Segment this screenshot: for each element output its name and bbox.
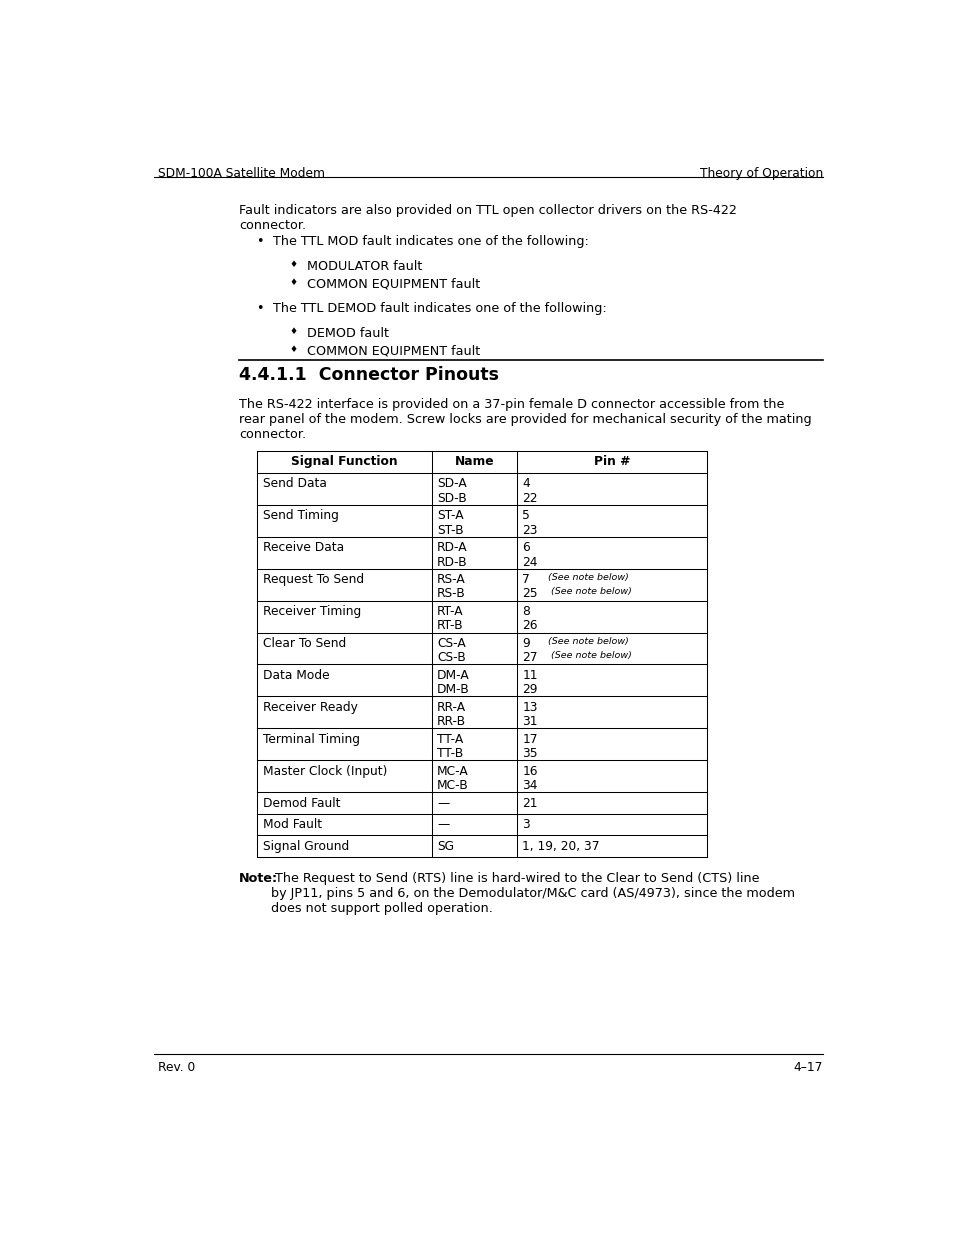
Text: ST-B: ST-B: [436, 524, 463, 536]
Text: TT-A: TT-A: [436, 732, 463, 746]
Text: RD-A: RD-A: [436, 541, 467, 555]
Text: Mod Fault: Mod Fault: [262, 818, 321, 831]
Text: —: —: [436, 797, 449, 809]
Text: SD-B: SD-B: [436, 492, 466, 505]
Text: 8: 8: [521, 605, 530, 618]
Text: 1, 19, 20, 37: 1, 19, 20, 37: [521, 840, 599, 852]
Text: 26: 26: [521, 620, 537, 632]
Text: RR-B: RR-B: [436, 715, 466, 729]
Text: Request To Send: Request To Send: [262, 573, 363, 585]
Text: ♦: ♦: [290, 345, 297, 354]
Text: 4.4.1.1  Connector Pinouts: 4.4.1.1 Connector Pinouts: [239, 366, 498, 384]
Text: •: •: [256, 303, 264, 315]
Text: 24: 24: [521, 556, 537, 568]
Text: (See note below): (See note below): [536, 573, 628, 582]
Text: The TTL DEMOD fault indicates one of the following:: The TTL DEMOD fault indicates one of the…: [274, 303, 607, 315]
Text: 31: 31: [521, 715, 537, 729]
Text: The Request to Send (RTS) line is hard-wired to the Clear to Send (CTS) line
by : The Request to Send (RTS) line is hard-w…: [271, 872, 794, 915]
Text: 9: 9: [521, 637, 530, 650]
Text: MC-A: MC-A: [436, 764, 468, 778]
Text: Note:: Note:: [239, 872, 278, 885]
Text: Rev. 0: Rev. 0: [158, 1061, 195, 1073]
Text: Clear To Send: Clear To Send: [262, 637, 346, 650]
Text: DM-B: DM-B: [436, 683, 469, 697]
Text: SG: SG: [436, 840, 454, 852]
Text: Send Timing: Send Timing: [262, 509, 338, 522]
Text: Demod Fault: Demod Fault: [262, 797, 340, 809]
Text: 23: 23: [521, 524, 537, 536]
Text: 13: 13: [521, 700, 537, 714]
Text: MODULATOR fault: MODULATOR fault: [307, 259, 422, 273]
Text: TT-B: TT-B: [436, 747, 463, 761]
Text: Signal Function: Signal Function: [291, 454, 397, 468]
Text: (See note below): (See note below): [538, 651, 632, 661]
Text: •: •: [256, 235, 264, 248]
Text: 29: 29: [521, 683, 537, 697]
Text: 27: 27: [521, 651, 537, 664]
Text: Fault indicators are also provided on TTL open collector drivers on the RS-422
c: Fault indicators are also provided on TT…: [239, 205, 737, 232]
Text: ♦: ♦: [290, 259, 297, 269]
Text: DEMOD fault: DEMOD fault: [307, 327, 389, 340]
Text: Data Mode: Data Mode: [262, 668, 329, 682]
Text: Signal Ground: Signal Ground: [262, 840, 349, 852]
Text: COMMON EQUIPMENT fault: COMMON EQUIPMENT fault: [307, 345, 479, 358]
Text: 22: 22: [521, 492, 537, 505]
Text: 25: 25: [521, 588, 537, 600]
Text: ♦: ♦: [290, 278, 297, 287]
Text: Receiver Timing: Receiver Timing: [262, 605, 360, 618]
Text: (See note below): (See note below): [538, 588, 632, 597]
Text: Master Clock (Input): Master Clock (Input): [262, 764, 387, 778]
Text: 11: 11: [521, 668, 537, 682]
Text: Name: Name: [454, 454, 494, 468]
Text: RS-B: RS-B: [436, 588, 465, 600]
Text: 5: 5: [521, 509, 530, 522]
Text: 4–17: 4–17: [793, 1061, 822, 1073]
Text: RD-B: RD-B: [436, 556, 467, 568]
Text: RR-A: RR-A: [436, 700, 466, 714]
Text: ♦: ♦: [290, 327, 297, 336]
Text: Send Data: Send Data: [262, 477, 326, 490]
Text: SD-A: SD-A: [436, 477, 466, 490]
Text: ST-A: ST-A: [436, 509, 463, 522]
Text: SDM-100A Satellite Modem: SDM-100A Satellite Modem: [158, 168, 325, 180]
Text: CS-A: CS-A: [436, 637, 465, 650]
Text: Pin #: Pin #: [593, 454, 629, 468]
Text: 16: 16: [521, 764, 537, 778]
Text: Receive Data: Receive Data: [262, 541, 343, 555]
Text: 35: 35: [521, 747, 537, 761]
Text: (See note below): (See note below): [536, 637, 628, 646]
Text: —: —: [436, 818, 449, 831]
Text: 3: 3: [521, 818, 530, 831]
Text: The TTL MOD fault indicates one of the following:: The TTL MOD fault indicates one of the f…: [274, 235, 589, 248]
Text: 34: 34: [521, 779, 537, 792]
Text: DM-A: DM-A: [436, 668, 469, 682]
Text: CS-B: CS-B: [436, 651, 465, 664]
Text: The RS-422 interface is provided on a 37-pin female D connector accessible from : The RS-422 interface is provided on a 37…: [239, 399, 811, 441]
Text: Receiver Ready: Receiver Ready: [262, 700, 357, 714]
Text: RT-A: RT-A: [436, 605, 463, 618]
Text: 7: 7: [521, 573, 530, 585]
Text: 21: 21: [521, 797, 537, 809]
Text: Terminal Timing: Terminal Timing: [262, 732, 359, 746]
Text: 6: 6: [521, 541, 530, 555]
Text: RS-A: RS-A: [436, 573, 465, 585]
Text: 4: 4: [521, 477, 530, 490]
Text: RT-B: RT-B: [436, 620, 463, 632]
Text: MC-B: MC-B: [436, 779, 468, 792]
Text: 17: 17: [521, 732, 537, 746]
Text: Theory of Operation: Theory of Operation: [699, 168, 822, 180]
Text: COMMON EQUIPMENT fault: COMMON EQUIPMENT fault: [307, 278, 479, 291]
